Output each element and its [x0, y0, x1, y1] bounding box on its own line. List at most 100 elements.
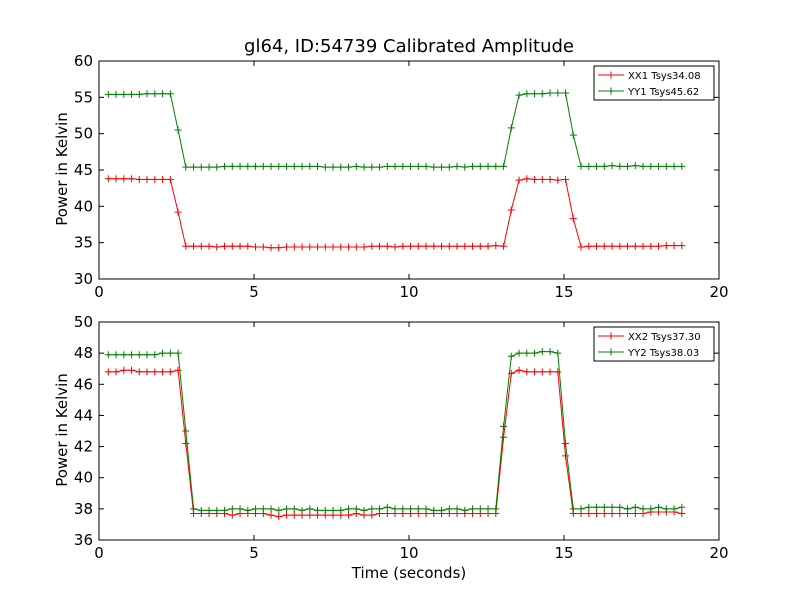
bottom-series-1-marker [515, 366, 523, 374]
top-series-2-marker [608, 162, 616, 170]
top-series-1-marker [492, 242, 500, 250]
bottom-series-2-marker [190, 505, 198, 513]
top-series-2-marker [639, 162, 647, 170]
bottom-series-2-marker [360, 506, 368, 514]
top-series-1-marker [221, 242, 229, 250]
bottom-series-1-marker [593, 510, 601, 518]
bottom-series-2-marker [500, 422, 508, 430]
bottom-series-2-marker [546, 348, 554, 356]
top-ytick-label: 50 [74, 125, 93, 143]
bottom-series-2-marker [569, 505, 577, 513]
top-series-1-marker [290, 243, 298, 251]
top-series-1-marker [329, 243, 337, 251]
top-series-2-marker [104, 90, 112, 98]
bottom-series-1-marker [531, 368, 539, 376]
bottom-series-1-marker [631, 510, 639, 518]
top-series-1-marker [569, 215, 577, 223]
bottom-series-1-marker [166, 368, 174, 376]
top-series-1-marker [244, 242, 252, 250]
bottom-series-2-marker [507, 352, 515, 360]
top-ytick-label: 40 [74, 197, 93, 215]
top-series-2-marker [337, 163, 345, 171]
top-series-1-marker [120, 175, 128, 183]
bottom-series-2-marker [562, 439, 570, 447]
top-series-1-marker [631, 242, 639, 250]
bottom-series-1-marker [143, 368, 151, 376]
bottom-series-2-marker [608, 503, 616, 511]
bottom-series-2-marker [298, 506, 306, 514]
bottom-series-2-marker [399, 505, 407, 513]
bottom-ytick-label: 48 [74, 344, 93, 362]
top-series-1-marker [283, 243, 291, 251]
top-series-2-marker [151, 90, 159, 98]
bottom-xtick-label: 15 [554, 544, 573, 562]
top-series-1-marker [407, 242, 415, 250]
top-series-1-marker [430, 242, 438, 250]
top-series-1-marker [608, 242, 616, 250]
top-series-1-marker [414, 242, 422, 250]
bottom-series-2-marker [523, 349, 531, 357]
bottom-series-1-marker [383, 510, 391, 518]
bottom-series-2-marker [538, 348, 546, 356]
bottom-series-1-marker [678, 510, 686, 518]
bottom-series-2-marker [484, 505, 492, 513]
top-series-2-marker [577, 162, 585, 170]
bottom-series-2-marker [577, 505, 585, 513]
bottom-legend-label: YY2 Tsys38.03 [627, 348, 699, 359]
top-legend [593, 65, 715, 101]
bottom-series-2-marker [655, 503, 663, 511]
bottom-ytick-label: 50 [74, 313, 93, 331]
bottom-series-2-marker [329, 506, 337, 514]
top-series-1-marker [298, 243, 306, 251]
bottom-series-2-marker [461, 506, 469, 514]
top-series-2-marker [631, 162, 639, 170]
top-series-1-marker [616, 242, 624, 250]
top-series-1-marker [484, 242, 492, 250]
bottom-series-2-marker [321, 506, 329, 514]
top-series-2-marker [407, 162, 415, 170]
top-plot: Power in Kelvin 0 5 10 15 20 30 35 40 45 50 55 60 XX… [53, 52, 729, 301]
top-series-1-marker [593, 242, 601, 250]
bottom-legend-label: XX2 Tsys37.30 [628, 332, 701, 343]
bottom-series-2-marker [275, 506, 283, 514]
bottom-series-2-marker [639, 505, 647, 513]
top-xtick-label: 0 [94, 283, 104, 301]
top-series-1-marker [321, 243, 329, 251]
top-series-2-marker [197, 163, 205, 171]
bottom-series-2-marker [600, 503, 608, 511]
top-series-2-marker [252, 162, 260, 170]
bottom-series-1-marker [267, 511, 275, 519]
top-series-2-marker [321, 163, 329, 171]
bottom-ytick-label: 36 [74, 531, 93, 549]
top-series-2-marker [174, 126, 182, 134]
top-series-2-marker [538, 90, 546, 98]
bottom-series-2-marker [670, 505, 678, 513]
bottom-series-2-marker [213, 506, 221, 514]
bottom-series-2-marker [221, 506, 229, 514]
bottom-ytick-label: 38 [74, 500, 93, 518]
top-series-2-marker [569, 131, 577, 139]
bottom-series-2-marker [430, 506, 438, 514]
bottom-series-2-marker [182, 427, 190, 435]
bottom-series-2-marker [531, 349, 539, 357]
top-series-2-marker [414, 162, 422, 170]
bottom-series-1-marker [616, 510, 624, 518]
top-series-2-marker [244, 162, 252, 170]
top-series-2-marker [135, 90, 143, 98]
top-series-1-marker [190, 242, 198, 250]
top-series-2-marker [515, 91, 523, 99]
bottom-series-1-marker [159, 368, 167, 376]
bottom-series-1-marker [600, 510, 608, 518]
bottom-series-1-marker [104, 368, 112, 376]
top-series-1-marker [655, 242, 663, 250]
top-series-2-marker [166, 90, 174, 98]
top-series-1-marker [624, 242, 632, 250]
top-series-2-marker [368, 163, 376, 171]
top-series-1-marker [205, 242, 213, 250]
top-ytick-label: 30 [74, 270, 93, 288]
top-series-1-marker [337, 243, 345, 251]
top-series-2-marker [453, 162, 461, 170]
bottom-series-1-marker [562, 452, 570, 460]
top-series-2-marker [128, 90, 136, 98]
